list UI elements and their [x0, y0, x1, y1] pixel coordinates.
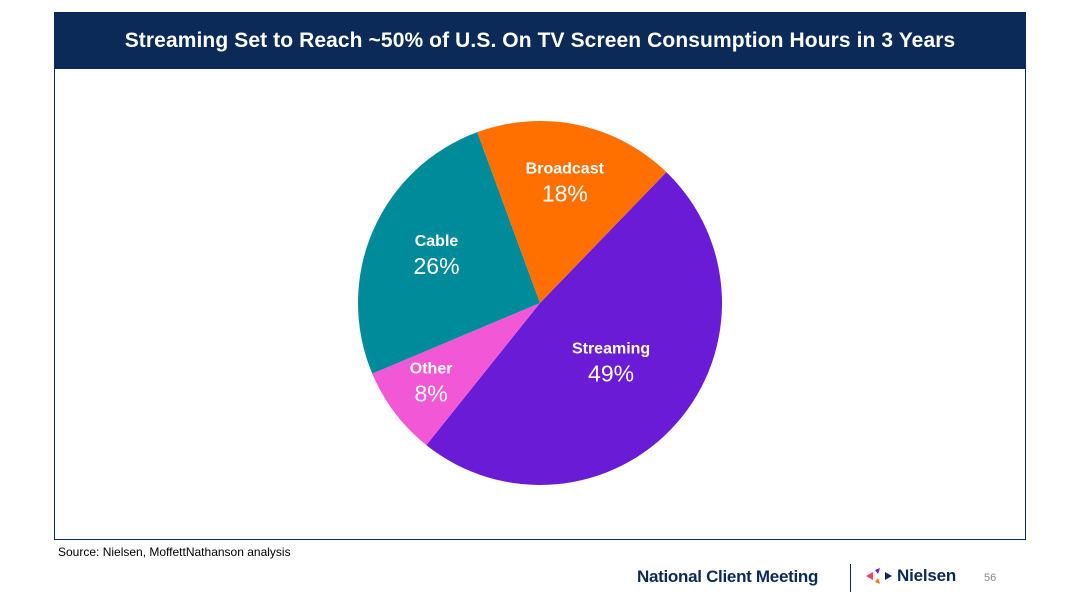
slice-value-cable: 26% — [413, 253, 459, 279]
pie-chart: Streaming 49% Other 8% Cable 26% Broadcast 18% — [357, 121, 722, 485]
source-note: Source: Nielsen, MoffettNathanson analys… — [58, 545, 291, 559]
footer-divider — [850, 564, 851, 592]
nielsen-logo: Nielsen — [866, 566, 956, 586]
slice-label-other: Other — [410, 360, 453, 377]
slice-value-broadcast: 18% — [542, 180, 588, 206]
pie-slice-other — [372, 303, 540, 446]
pie-slice-streaming — [426, 172, 722, 485]
slice-label-streaming: Streaming — [572, 340, 650, 357]
slide-title: Streaming Set to Reach ~50% of U.S. On T… — [124, 28, 956, 52]
slice-value-streaming: 49% — [588, 360, 634, 386]
nielsen-mark-icon — [866, 568, 892, 584]
page-number: 56 — [984, 572, 997, 584]
footer-meeting-label: National Client Meeting — [637, 567, 819, 586]
slice-value-other: 8% — [414, 380, 447, 406]
chart-frame: Streaming 49% Other 8% Cable 26% Broadcast 18% — [54, 69, 1026, 540]
slice-label-cable: Cable — [415, 233, 459, 250]
title-bar: Streaming Set to Reach ~50% of U.S. On T… — [54, 12, 1026, 69]
pie-slice-broadcast — [477, 121, 667, 303]
pie-slice-cable — [357, 132, 540, 374]
nielsen-wordmark: Nielsen — [897, 566, 957, 585]
slice-label-broadcast: Broadcast — [526, 160, 605, 177]
